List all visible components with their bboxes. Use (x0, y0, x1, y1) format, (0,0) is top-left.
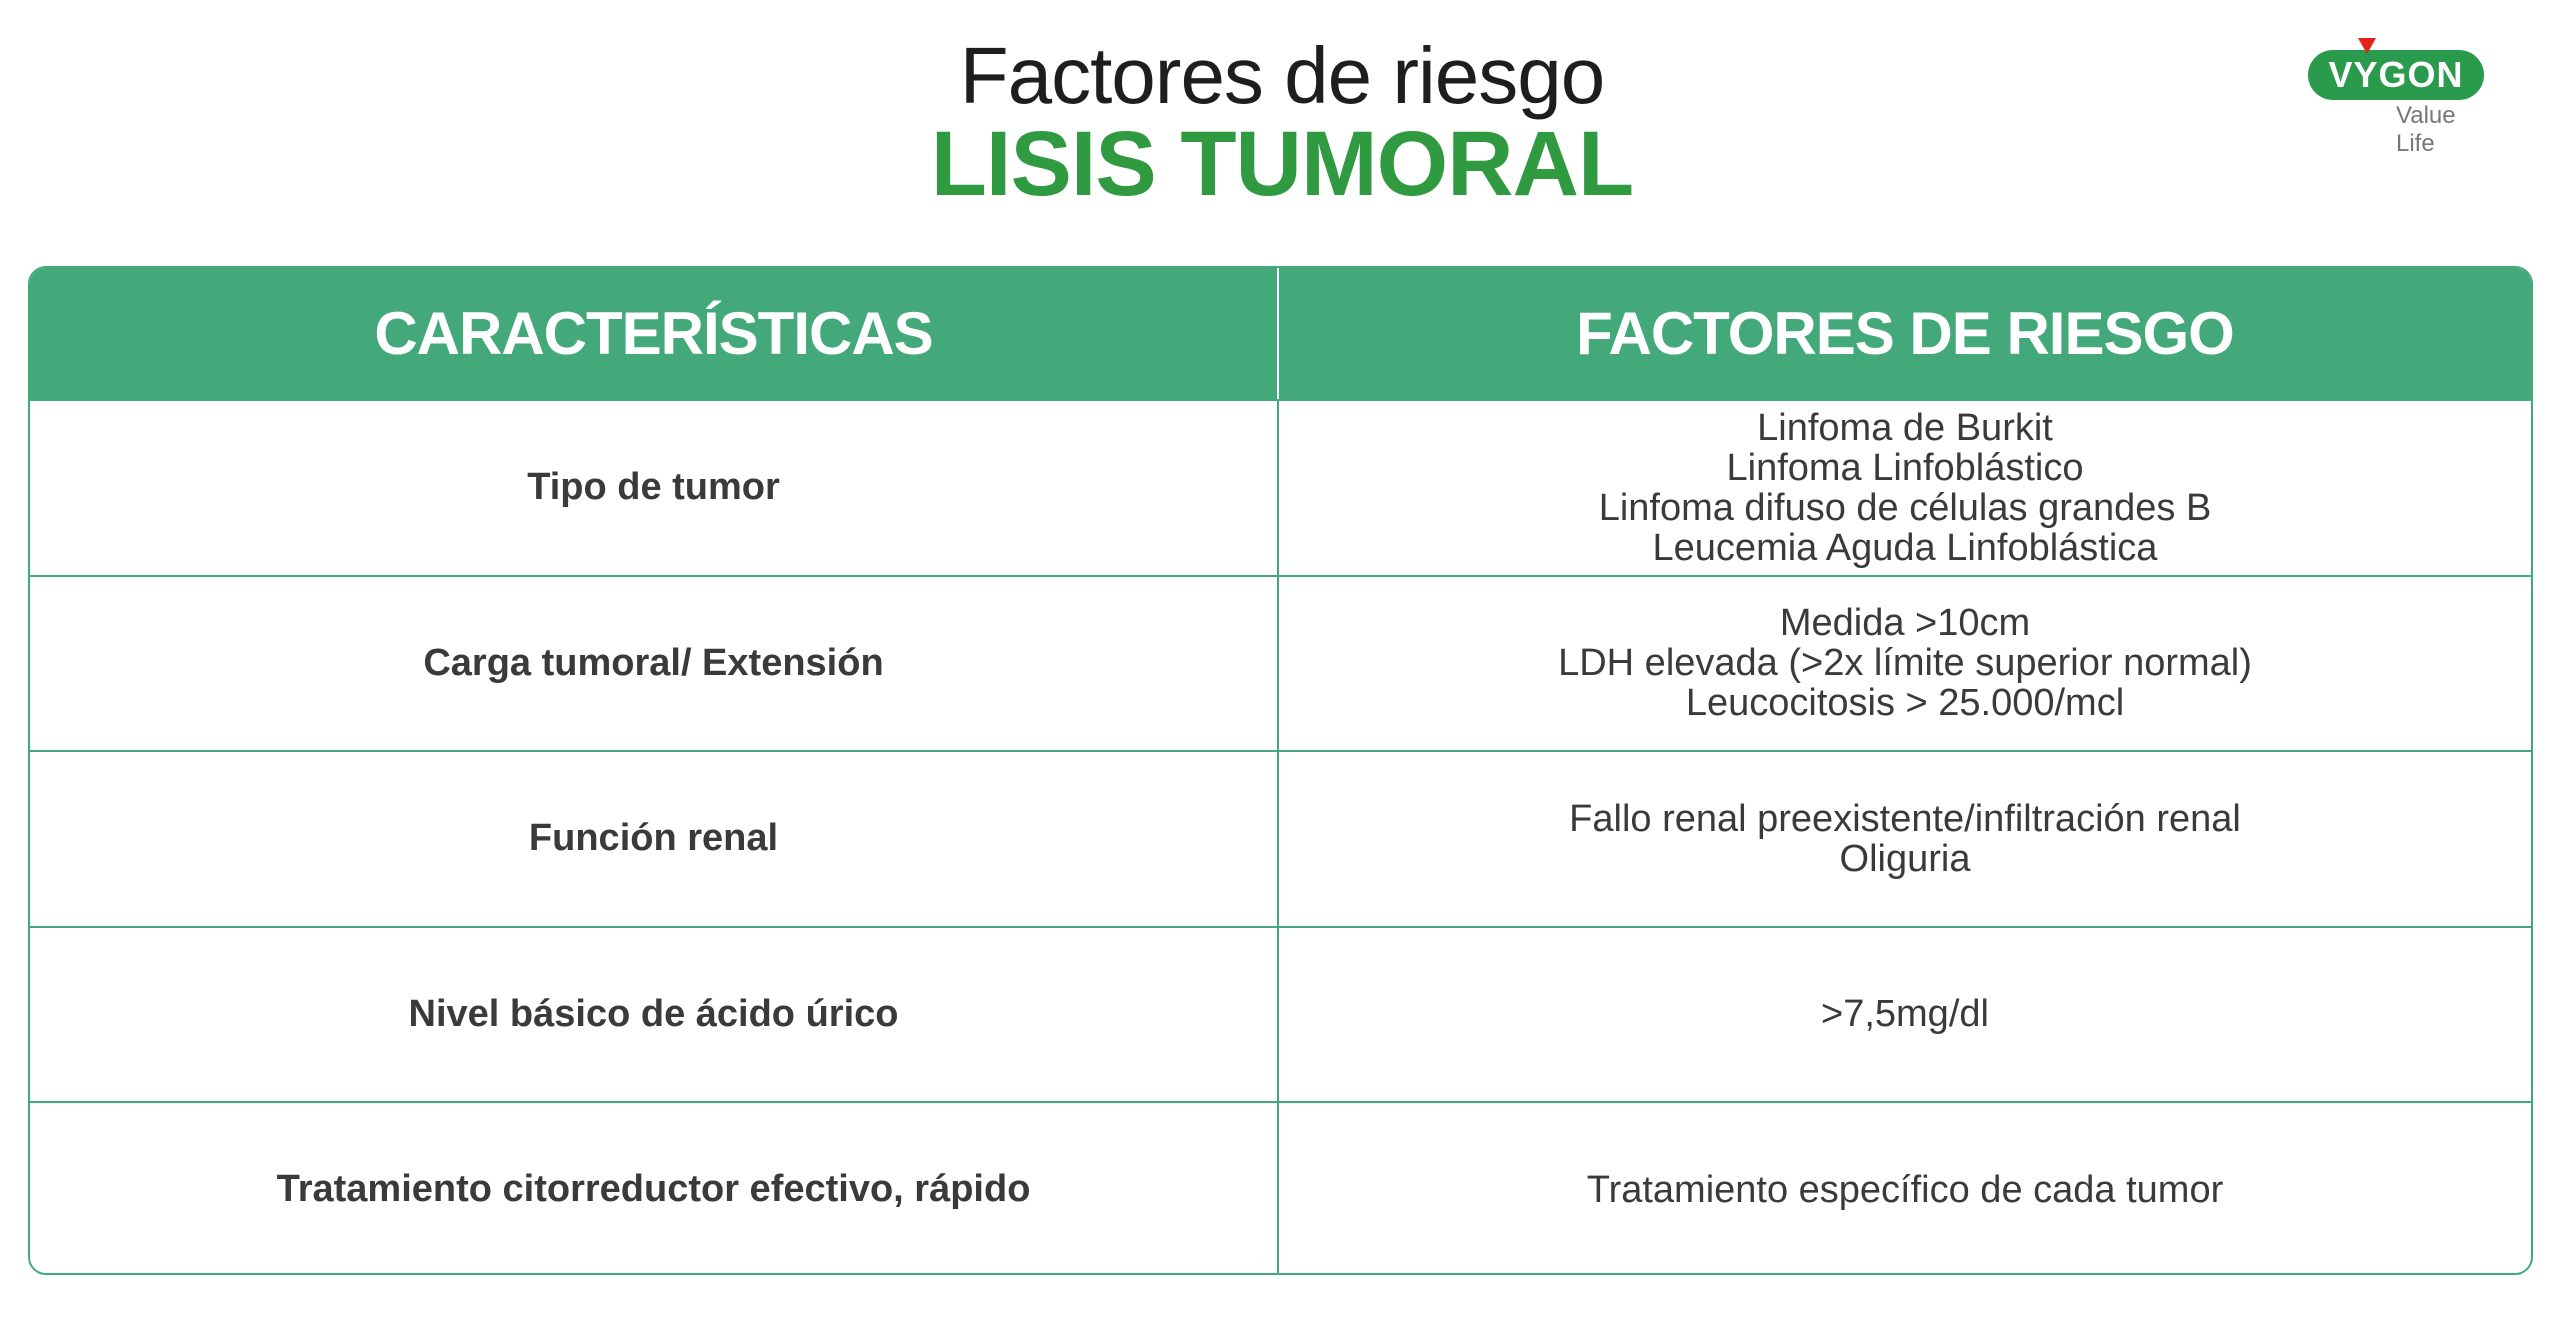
logo-triangle-icon (2358, 38, 2376, 54)
header-characteristics: CARACTERÍSTICAS (30, 268, 1279, 399)
logo-brand: VYGON (2308, 50, 2484, 100)
risk-factor-line: Leucemia Aguda Linfoblástica (1652, 526, 2158, 569)
characteristic-cell: Función renal (30, 752, 1279, 926)
header-risk-factors: FACTORES DE RIESGO (1576, 300, 2235, 367)
risk-factor-line: Linfoma difuso de células grandes B (1598, 486, 2212, 529)
risk-factor-line: Linfoma de Burkit (1757, 406, 2053, 449)
table-row: Nivel básico de ácido úrico >7,5mg/dl (30, 925, 2531, 1102)
logo-tagline: Value Life (2396, 102, 2456, 157)
risk-factors-cell: Fallo renal preexistente/infiltración re… (1279, 752, 2531, 926)
risk-factor-line: Leucocitosis > 25.000/mcl (1685, 682, 2125, 725)
risk-factor-line: >7,5mg/dl (1821, 993, 1989, 1036)
risk-factors-cell: >7,5mg/dl (1279, 928, 2531, 1102)
risk-factor-line: Linfoma Linfoblástico (1726, 446, 2084, 489)
characteristic-cell: Nivel básico de ácido úrico (30, 927, 1279, 1101)
table-row: Función renal Fallo renal preexistente/in… (30, 750, 2531, 926)
risk-factor-line: Medida >10cm (1779, 602, 2031, 645)
risk-factor-line: Tratamiento específico de cada tumor (1586, 1168, 2224, 1211)
title-line2: LISIS TUMORAL (930, 113, 1635, 215)
risk-factor-line: Oliguria (1839, 837, 1971, 880)
risk-factor-line: Fallo renal preexistente/infiltración re… (1569, 797, 2241, 840)
risk-factors-table: CARACTERÍSTICAS FACTORES DE RIESGO Tipo … (28, 266, 2533, 1275)
table-row: Tratamiento citorreductor efectivo, rápi… (30, 1101, 2531, 1273)
table-row: Carga tumoral/ Extensión Medida >10cm LDH … (30, 574, 2531, 751)
risk-factors-cell: Tratamiento específico de cada tumor (1279, 1103, 2531, 1273)
risk-factor-line: LDH elevada (>2x límite superior normal) (1558, 642, 2252, 685)
characteristic-cell: Tratamiento citorreductor efectivo, rápi… (30, 1103, 1279, 1273)
characteristic-cell: Tipo de tumor (30, 401, 1279, 575)
title-line1: Factores de riesgo (959, 31, 1606, 120)
characteristic-cell: Carga tumoral/ Extensión (30, 576, 1279, 750)
risk-factors-cell: Linfoma de Burkit Linfoma Linfoblástico Li… (1279, 401, 2531, 575)
table-row: Tipo de tumor Linfoma de Burkit Linfoma Li… (30, 399, 2531, 575)
risk-factors-cell: Medida >10cm LDH elevada (>2x límite supe… (1279, 577, 2531, 751)
table-header: CARACTERÍSTICAS FACTORES DE RIESGO (30, 268, 2531, 399)
vygon-logo: VYGON Value Life (2300, 36, 2500, 157)
